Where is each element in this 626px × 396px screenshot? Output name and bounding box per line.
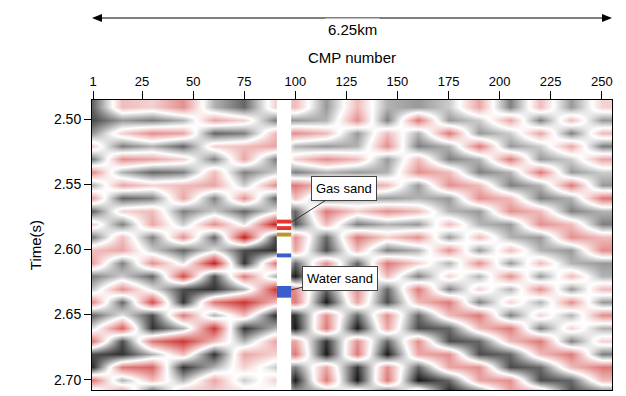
svg-text:Water sand: Water sand — [307, 271, 373, 286]
svg-text:25: 25 — [135, 74, 149, 89]
svg-text:75: 75 — [237, 74, 251, 89]
svg-text:225: 225 — [540, 74, 562, 89]
svg-text:100: 100 — [284, 74, 306, 89]
svg-text:2.65: 2.65 — [54, 306, 81, 322]
svg-text:2.55: 2.55 — [54, 176, 81, 192]
svg-text:2.70: 2.70 — [54, 372, 81, 388]
svg-text:Gas sand: Gas sand — [316, 181, 372, 196]
svg-text:2.60: 2.60 — [54, 241, 81, 257]
svg-text:150: 150 — [387, 74, 409, 89]
svg-text:CMP number: CMP number — [308, 49, 396, 66]
svg-text:50: 50 — [186, 74, 200, 89]
svg-text:Time(s): Time(s) — [27, 220, 44, 270]
svg-text:200: 200 — [489, 74, 511, 89]
svg-text:175: 175 — [438, 74, 460, 89]
svg-text:2.50: 2.50 — [54, 111, 81, 127]
svg-text:6.25km: 6.25km — [328, 21, 377, 38]
svg-text:1: 1 — [89, 74, 96, 89]
svg-text:125: 125 — [336, 74, 358, 89]
svg-text:250: 250 — [591, 74, 613, 89]
